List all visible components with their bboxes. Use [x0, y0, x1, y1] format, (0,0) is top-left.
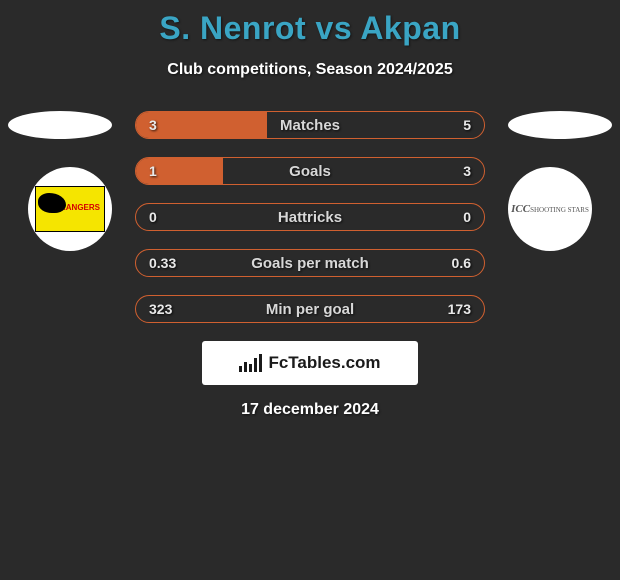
stat-bars: Matches35 Goals13 Hattricks00 Goals per mat…	[135, 111, 485, 323]
player-right-avatar	[508, 111, 612, 139]
club-right-sub: SHOOTING STARS	[530, 206, 589, 214]
player-left-avatar	[8, 111, 112, 139]
panther-icon	[38, 193, 66, 213]
stat-row: Hattricks00	[135, 203, 485, 231]
bar-track	[135, 203, 485, 231]
brand-text: FcTables.com	[268, 353, 380, 373]
bar-track	[135, 249, 485, 277]
comparison-panel: RANGERS ICCSHOOTING STARS Matches35 Goals…	[0, 111, 620, 323]
club-badge-right: ICCSHOOTING STARS	[508, 167, 592, 251]
date-text: 17 december 2024	[0, 401, 620, 419]
stat-row: Goals per match0.330.6	[135, 249, 485, 277]
bar-fill-left	[136, 112, 267, 138]
icc-logo: ICCSHOOTING STARS	[511, 203, 589, 215]
bar-fill-left	[136, 158, 223, 184]
bar-track	[135, 111, 485, 139]
page-title: S. Nenrot vs Akpan	[0, 0, 620, 47]
bar-chart-icon	[239, 354, 262, 372]
stat-row: Min per goal323173	[135, 295, 485, 323]
rangers-logo: RANGERS	[35, 186, 105, 232]
stat-row: Goals13	[135, 157, 485, 185]
bar-track	[135, 295, 485, 323]
fctables-brand: FcTables.com	[202, 341, 418, 385]
stat-row: Matches35	[135, 111, 485, 139]
subtitle: Club competitions, Season 2024/2025	[0, 61, 620, 79]
club-badge-left: RANGERS	[28, 167, 112, 251]
club-right-label: ICC	[511, 203, 530, 215]
bar-track	[135, 157, 485, 185]
